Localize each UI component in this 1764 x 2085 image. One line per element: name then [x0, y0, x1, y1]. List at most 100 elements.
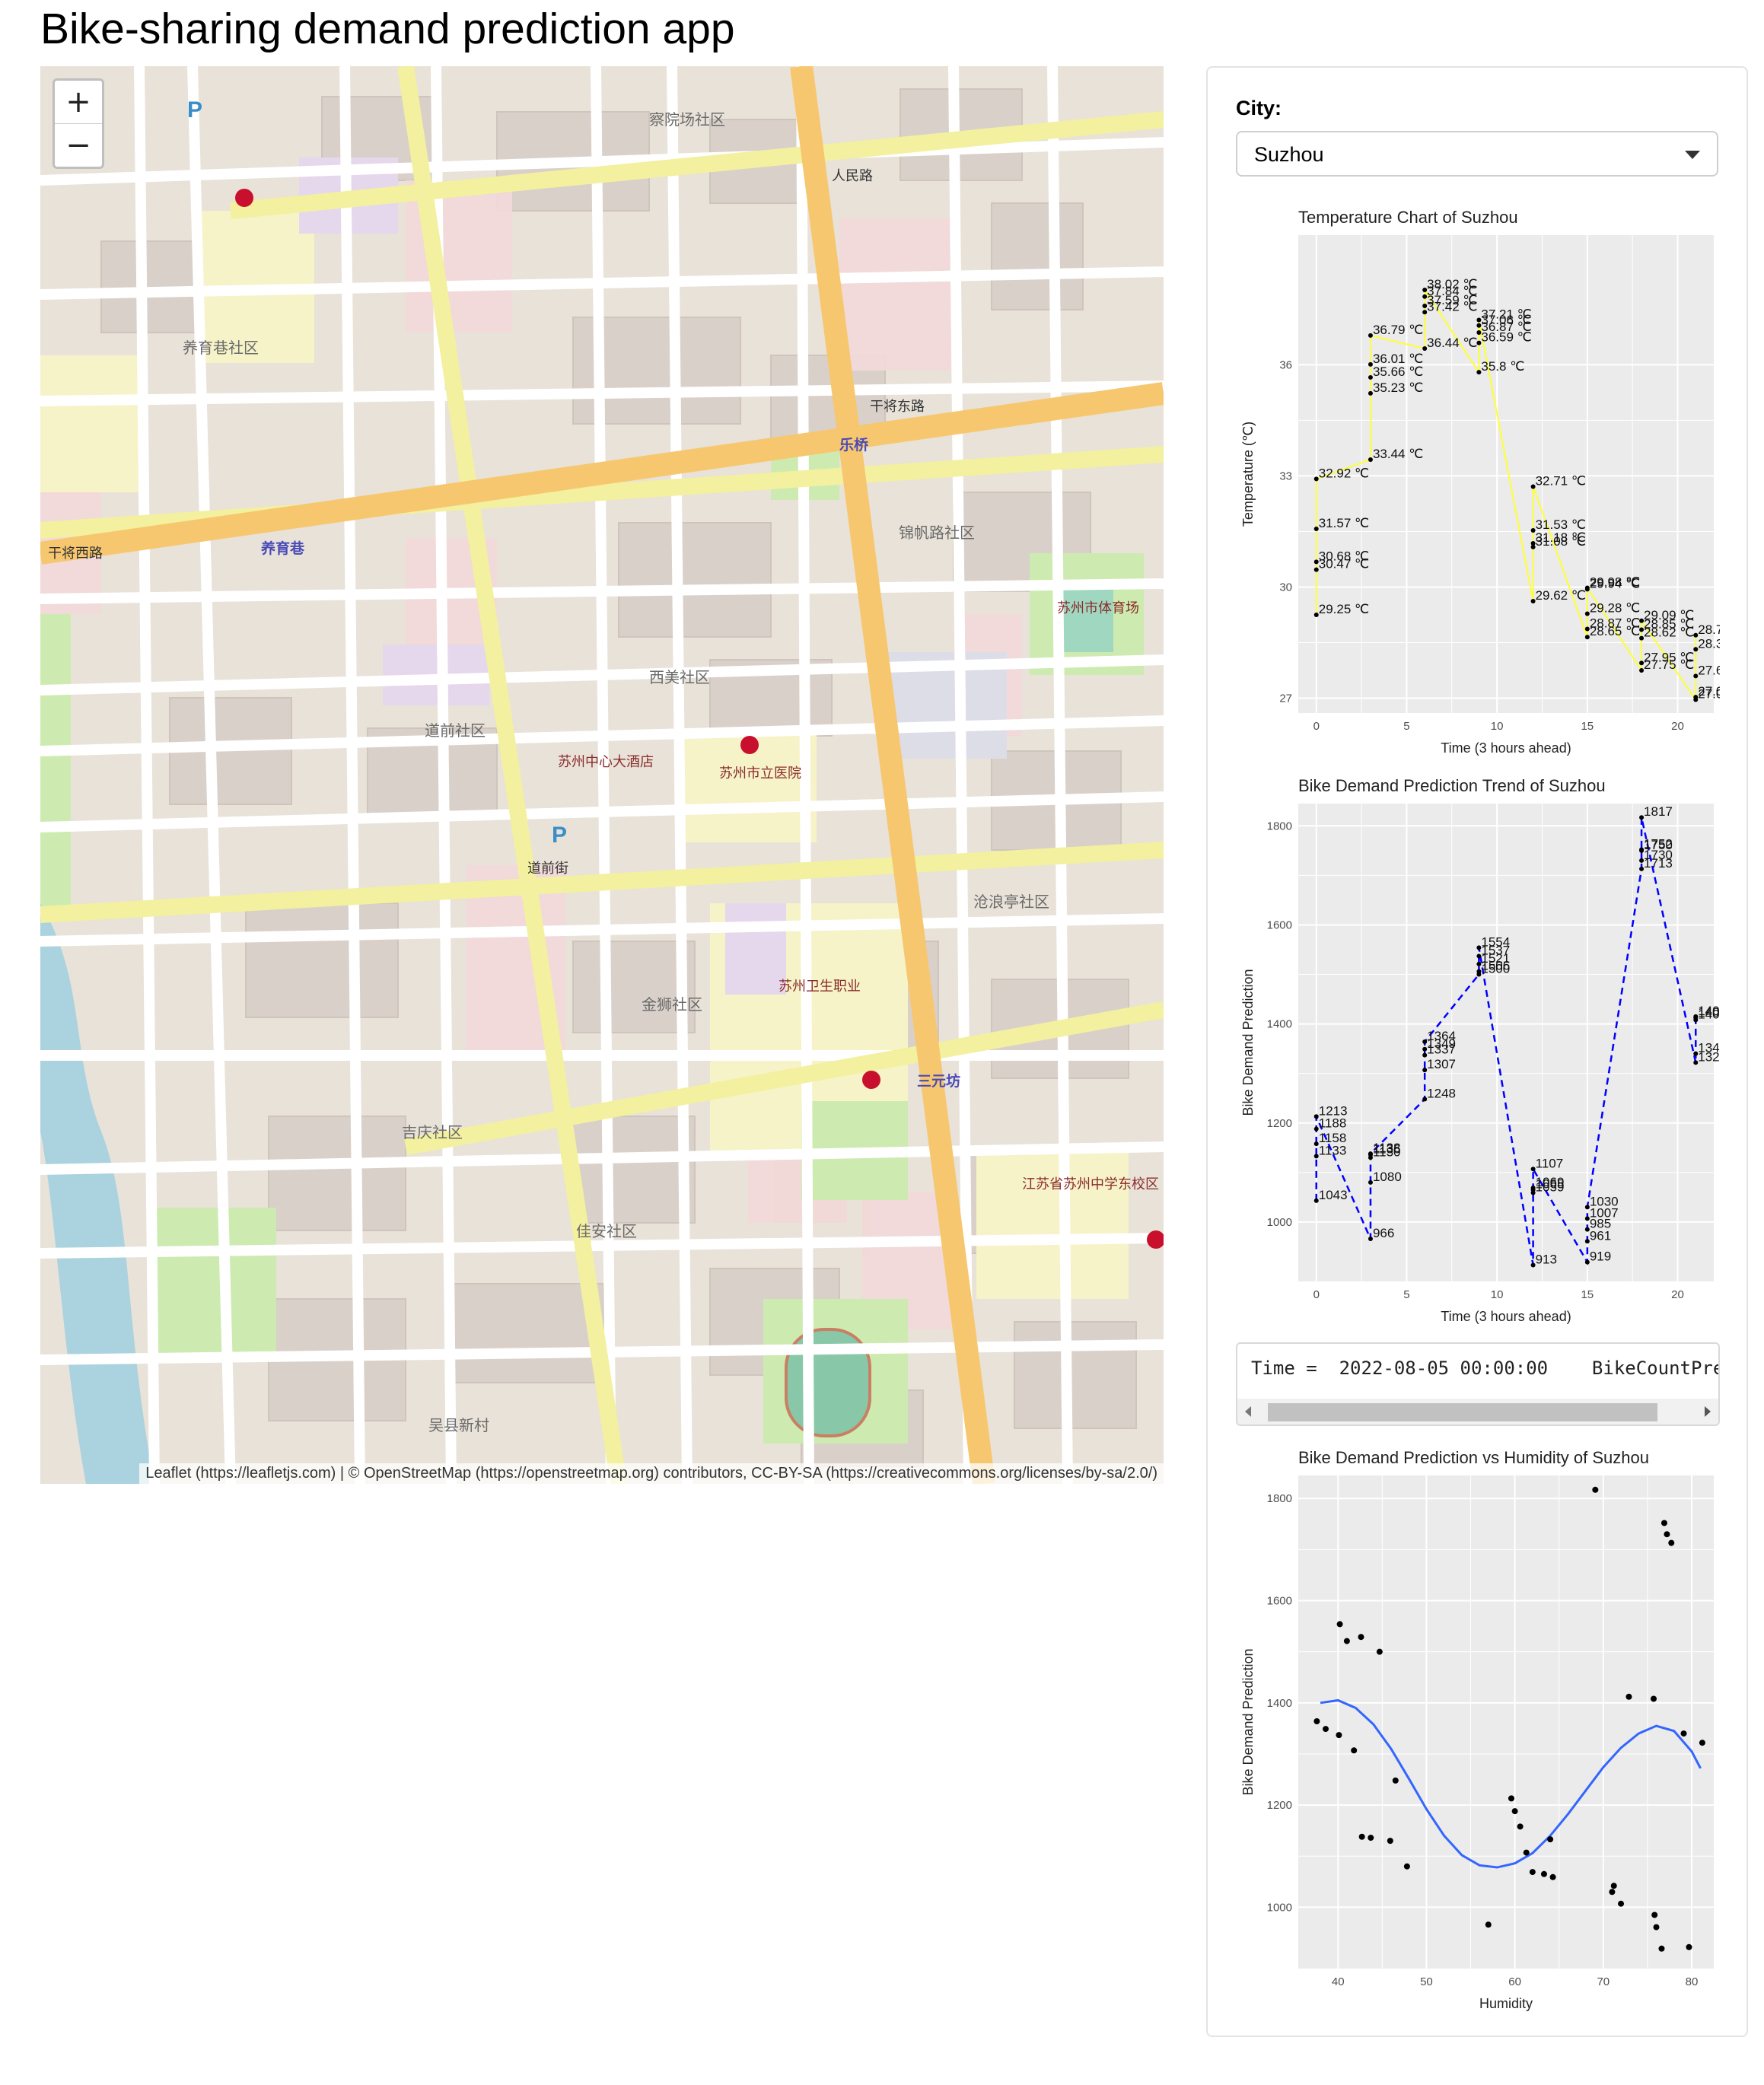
series-line: [1315, 816, 1697, 1266]
svg-text:佳安社区: 佳安社区: [576, 1222, 637, 1240]
data-point: [1530, 541, 1536, 546]
data-point: [1422, 1068, 1428, 1073]
data-point: [1313, 567, 1319, 572]
data-point: [1368, 390, 1373, 396]
x-tick-label: 20: [1671, 1288, 1684, 1301]
svg-text:人民路: 人民路: [832, 168, 873, 184]
data-point: [1693, 647, 1699, 652]
y-axis-label: Bike Demand Prediction: [1240, 969, 1256, 1116]
svg-text:P: P: [552, 823, 567, 848]
data-point: [1422, 303, 1428, 308]
x-tick-label: 40: [1332, 1975, 1345, 1988]
svg-text:吴县新村: 吴县新村: [428, 1416, 489, 1434]
y-tick-label: 1200: [1267, 1117, 1292, 1130]
x-axis-label: Time (3 hours ahead): [1441, 1309, 1571, 1324]
data-point: [1313, 476, 1319, 482]
scatter-point: [1508, 1795, 1514, 1802]
app-title: Bike-sharing demand prediction app: [40, 5, 735, 53]
data-label: 32.71 ℃: [1536, 474, 1586, 489]
x-tick-label: 60: [1508, 1975, 1521, 1988]
x-tick-label: 20: [1671, 720, 1684, 733]
scatter-point: [1358, 1634, 1364, 1641]
data-label: 35.23 ℃: [1373, 380, 1423, 395]
scatter-point: [1403, 1863, 1410, 1870]
scatter-point: [1686, 1943, 1692, 1950]
map-attribution[interactable]: Leaflet (https://leafletjs.com) | © Open…: [139, 1463, 1164, 1484]
data-point: [1584, 635, 1590, 640]
data-point: [1693, 673, 1699, 679]
data-label: 38.02 ℃: [1427, 277, 1477, 291]
data-point: [1313, 559, 1319, 565]
horizontal-scrollbar[interactable]: [1237, 1399, 1718, 1424]
zoom-in-button[interactable]: +: [65, 84, 91, 119]
data-point: [1530, 1186, 1536, 1191]
data-point: [1476, 969, 1482, 974]
scatter-point: [1523, 1849, 1530, 1856]
data-point: [1368, 1179, 1373, 1185]
map-view[interactable]: P P 察院场社区 养育巷社区 锦帆路社区 西美社区 道前社区 沧浪亭社区 金狮社…: [40, 66, 1164, 1484]
data-label: 140: [1698, 1004, 1719, 1018]
data-label: 1138: [1373, 1141, 1401, 1155]
y-tick-label: 1400: [1267, 1697, 1292, 1710]
data-label: 1043: [1319, 1188, 1348, 1202]
svg-text:西美社区: 西美社区: [649, 668, 710, 686]
chevron-down-icon[interactable]: [1685, 151, 1700, 159]
scatter-point: [1392, 1777, 1399, 1784]
data-label: 36.87 ℃: [1481, 320, 1531, 334]
scatter-point: [1529, 1869, 1536, 1876]
data-point: [1422, 1097, 1428, 1102]
city-select-value: Suzhou: [1254, 143, 1324, 166]
scroll-right-icon[interactable]: [1705, 1406, 1711, 1417]
data-point: [1530, 1262, 1536, 1268]
scatter-point: [1485, 1921, 1492, 1928]
data-point: [1476, 330, 1482, 336]
x-tick-label: 0: [1313, 1288, 1320, 1301]
data-point: [1422, 310, 1428, 315]
bike-trend-chart: Bike Demand Prediction Trend of Suzhou 0 5…: [1236, 773, 1720, 1336]
svg-text:苏州市体育场: 苏州市体育场: [1057, 600, 1139, 616]
y-axis-label: Bike Demand Prediction: [1240, 1648, 1256, 1795]
data-label: 31.57 ℃: [1319, 516, 1369, 530]
smooth-line: [1320, 1698, 1702, 1869]
prediction-output[interactable]: Time = 2022-08-05 00:00:00 BikeCountPred…: [1236, 1342, 1720, 1426]
svg-text:养育巷: 养育巷: [260, 540, 305, 557]
zoom-out-button[interactable]: −: [55, 123, 102, 167]
scatter-point: [1618, 1900, 1625, 1907]
svg-text:苏州中心大酒店: 苏州中心大酒店: [558, 754, 654, 770]
y-tick-label: 30: [1279, 581, 1292, 594]
chart-title: Bike Demand Prediction vs Humidity of Su…: [1298, 1448, 1649, 1467]
zoom-control: + −: [53, 78, 104, 169]
data-label: 1030: [1590, 1194, 1619, 1208]
x-tick-label: 5: [1403, 720, 1409, 733]
data-point: [1368, 457, 1373, 463]
y-tick-label: 1000: [1267, 1216, 1292, 1229]
data-label: 37.06 ℃: [1481, 313, 1531, 327]
data-label: 961: [1590, 1228, 1611, 1243]
data-label: 27.75 ℃: [1644, 657, 1694, 672]
scatter-point: [1651, 1912, 1658, 1918]
scatter-point: [1336, 1621, 1343, 1628]
data-label: 1059: [1536, 1180, 1565, 1195]
y-tick-label: 1800: [1267, 820, 1292, 832]
scatter-point: [1668, 1539, 1675, 1546]
data-label: 134: [1698, 1041, 1719, 1055]
data-label: 28.62 ℃: [1644, 626, 1694, 640]
city-select[interactable]: Suzhou: [1236, 131, 1718, 177]
data-label: 29.28 ℃: [1590, 601, 1640, 616]
scrollbar-thumb[interactable]: [1268, 1403, 1657, 1421]
data-label: 140: [1698, 1005, 1719, 1020]
data-point: [1584, 585, 1590, 590]
scroll-left-icon[interactable]: [1245, 1406, 1251, 1417]
plot-panel: [1298, 1475, 1714, 1969]
map-tiles[interactable]: P P 察院场社区 养育巷社区 锦帆路社区 西美社区 道前社区 沧浪亭社区 金狮社…: [40, 66, 1164, 1484]
svg-text:P: P: [187, 97, 202, 123]
gridlines: [1298, 1475, 1714, 1969]
city-label: City:: [1236, 97, 1282, 119]
data-point: [1476, 961, 1482, 966]
data-label: 1213: [1319, 1103, 1348, 1118]
chart-title: Bike Demand Prediction Trend of Suzhou: [1298, 776, 1606, 795]
data-point: [1584, 1259, 1590, 1265]
scatter-point: [1387, 1838, 1393, 1845]
humidity-scatter-chart: Bike Demand Prediction vs Humidity of Su…: [1236, 1445, 1720, 2023]
scatter-point: [1517, 1823, 1524, 1830]
